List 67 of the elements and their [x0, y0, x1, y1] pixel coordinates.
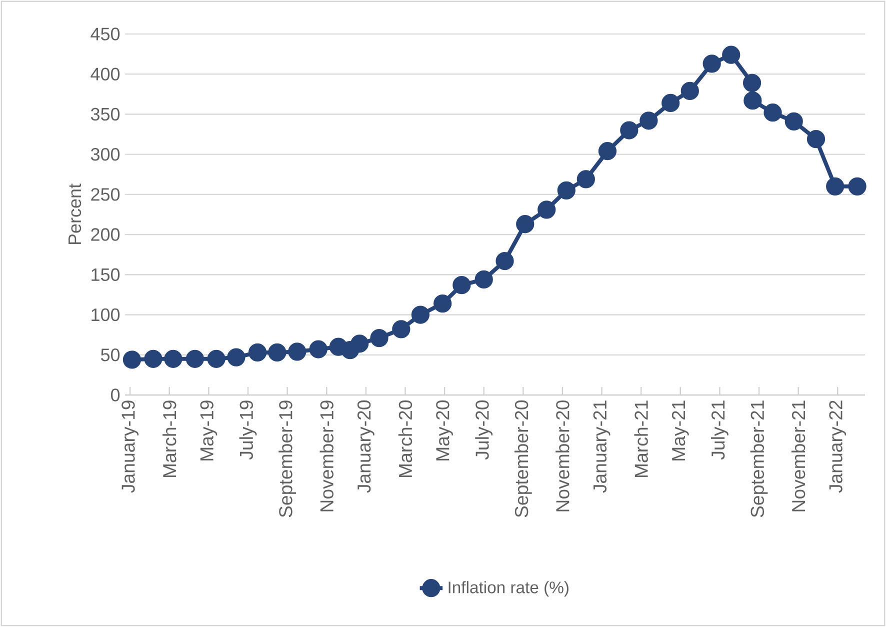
x-tick-label: May-21: [672, 400, 689, 460]
x-tick-label: May-20: [436, 400, 453, 460]
x-tick-label: July-19: [239, 400, 257, 460]
x-tick-label: July-20: [475, 400, 493, 460]
point: [620, 121, 638, 140]
point: [370, 328, 388, 348]
y-axis-title: Percent: [68, 184, 82, 244]
y-tick-label: 450: [90, 28, 120, 40]
point: [764, 104, 782, 122]
point: [784, 112, 803, 131]
point: [826, 177, 844, 196]
x-tick-label: September-19: [278, 400, 296, 518]
point: [576, 170, 595, 188]
point: [474, 270, 493, 289]
point: [392, 320, 410, 338]
x-tick-label: November-21: [791, 400, 806, 512]
point: [557, 181, 576, 200]
point: [186, 350, 204, 368]
point: [722, 46, 740, 64]
x-tick-label: September-21: [750, 400, 768, 518]
point: [516, 215, 534, 234]
y-tick-label: 100: [92, 308, 120, 322]
y-tick-label: 150: [92, 268, 120, 282]
point: [744, 92, 762, 110]
point: [309, 340, 328, 358]
point: [164, 350, 182, 368]
x-tick-label: July-21: [711, 400, 728, 460]
point: [538, 200, 556, 219]
x-tick-label: March-19: [162, 400, 176, 478]
x-tick-label: March-20: [398, 400, 412, 478]
point: [680, 82, 699, 100]
point: [662, 94, 680, 112]
point: [434, 294, 452, 313]
x-tick-label: January-20: [357, 400, 374, 493]
x-tick-label: January-22: [829, 400, 846, 493]
point: [350, 334, 369, 353]
y-tick-label: 0: [110, 388, 120, 402]
point: [207, 350, 226, 368]
point: [411, 306, 430, 324]
y-tick-label: 250: [91, 188, 120, 201]
x-tick-label: May-19: [200, 400, 218, 460]
point: [742, 74, 762, 92]
y-tick-label: 300: [90, 148, 120, 161]
y-tick-label: 200: [91, 228, 120, 241]
y-tick-label: 350: [90, 108, 120, 121]
point: [248, 343, 267, 362]
y-tick-label: 400: [90, 68, 120, 80]
point: [288, 342, 306, 361]
y-tick-label: 50: [100, 348, 120, 362]
x-tick-label: January-21: [593, 400, 610, 493]
x-tick-label: January-19: [122, 400, 139, 493]
point: [806, 130, 826, 148]
point: [496, 252, 514, 270]
point: [640, 112, 658, 130]
x-tick-label: November-20: [556, 400, 570, 512]
point: [122, 350, 142, 369]
point: [144, 350, 162, 368]
point: [848, 177, 866, 196]
point: [227, 348, 246, 366]
point: [452, 276, 471, 294]
x-tick-label: September-20: [514, 400, 532, 518]
legend-label: Inflation rate (%): [448, 581, 568, 597]
point: [268, 343, 286, 362]
x-tick-label: March-21: [634, 400, 648, 478]
point: [598, 142, 617, 160]
x-tick-label: November-19: [320, 400, 334, 512]
point: [702, 54, 721, 73]
